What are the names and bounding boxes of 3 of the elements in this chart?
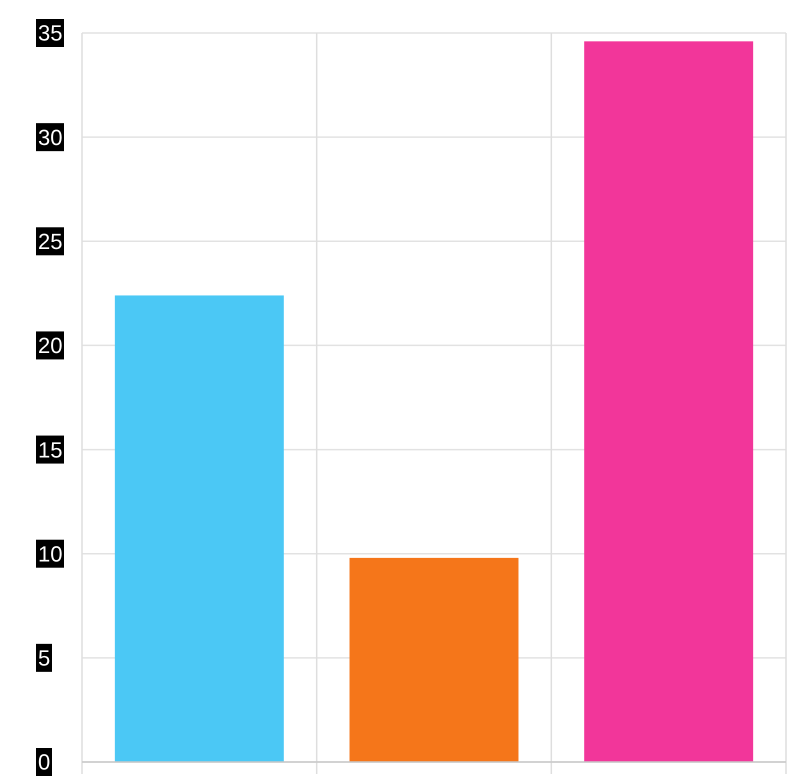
bar: [350, 558, 518, 762]
bar: [584, 41, 754, 762]
bar: [114, 295, 284, 762]
